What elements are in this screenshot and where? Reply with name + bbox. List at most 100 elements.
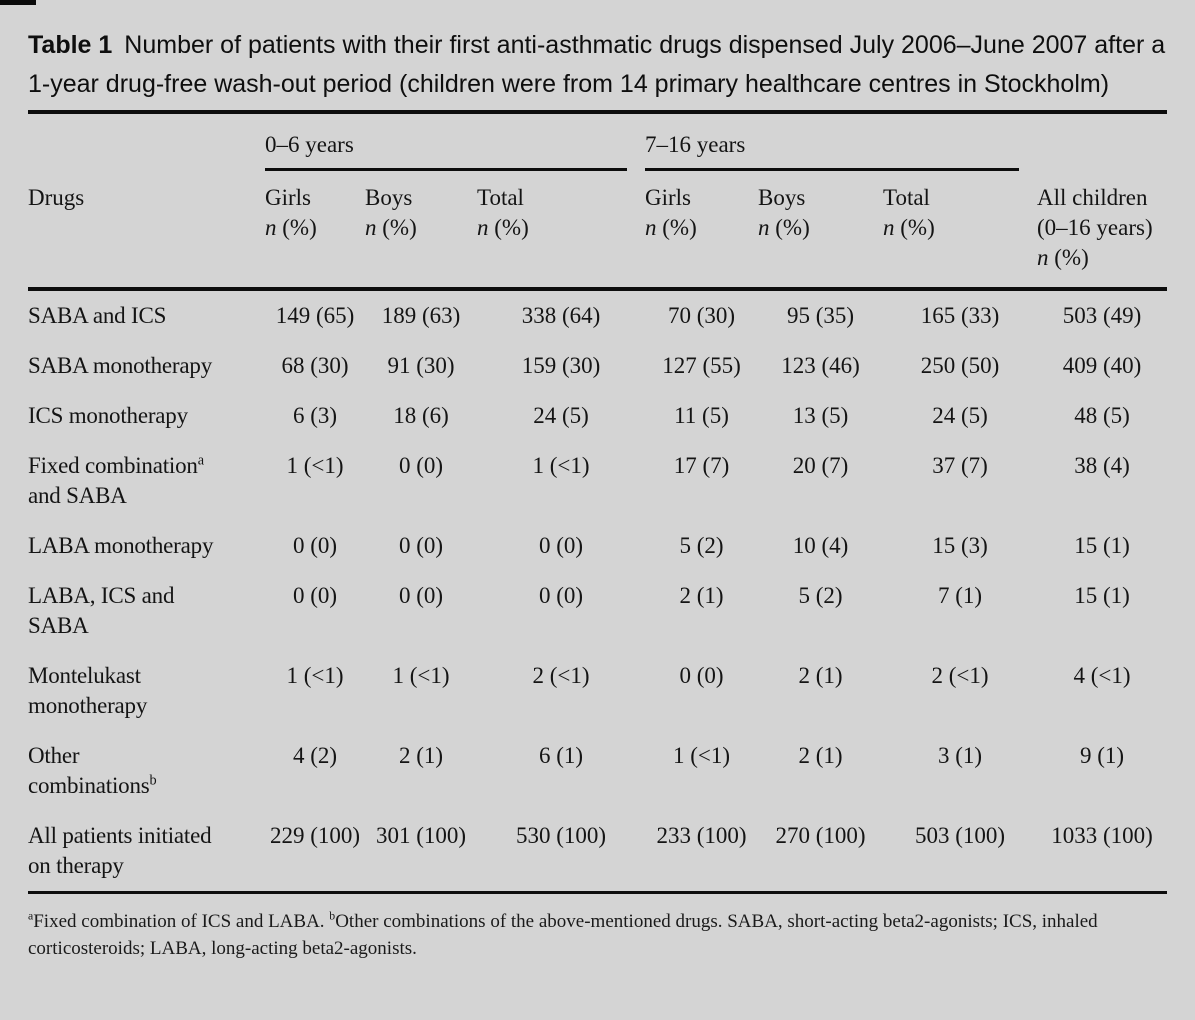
value-cell: 1 (<1) xyxy=(286,663,344,688)
value-cell: 15 (3) xyxy=(932,533,988,558)
column-header-girls-7-16: Girls n (%) xyxy=(645,171,758,289)
value-cell: 0 (0) xyxy=(679,663,724,688)
value-cell: 229 (100) xyxy=(269,823,361,848)
value-cell: 70 (30) xyxy=(667,303,736,328)
value-cell: 0 (0) xyxy=(292,533,338,558)
value-cell: 17 (7) xyxy=(673,453,730,478)
footnote-text-b: Other combinations of the above-mentione… xyxy=(28,911,1098,959)
value-cell: 0 (0) xyxy=(292,583,338,608)
value-cell: 5 (2) xyxy=(798,583,843,608)
footnote-marker-b: b xyxy=(329,909,336,923)
value-cell: 2 (1) xyxy=(798,663,843,688)
table-row: Montelukast monotherapy 1 (<1) 1 (<1) 2 (<1)… xyxy=(28,651,1167,731)
value-cell: 0 (0) xyxy=(398,583,444,608)
n-pct-label: n (%) xyxy=(1037,245,1089,270)
value-cell: 301 (100) xyxy=(375,823,467,848)
n-pct-label: n (%) xyxy=(758,215,810,240)
value-cell: 233 (100) xyxy=(656,823,747,848)
footnote-marker-b: b xyxy=(149,772,157,789)
footnote-text-a: Fixed combination of ICS and LABA. xyxy=(33,911,330,932)
table-caption: Table 1 Number of patients with their fir… xyxy=(28,26,1167,104)
value-cell: 123 (46) xyxy=(781,353,860,378)
table-row: LABA, ICS and SABA 0 (0) 0 (0) 0 (0) 2 (1) 5 (… xyxy=(28,571,1167,651)
table-row: Fixed combinationa and SABA 1 (<1) 0 (0) 1 (… xyxy=(28,441,1167,521)
value-cell: 1 (<1) xyxy=(532,453,590,478)
value-cell: 189 (63) xyxy=(381,303,461,328)
value-cell: 1 (<1) xyxy=(392,663,450,688)
column-header-boys-7-16: Boys n (%) xyxy=(758,171,883,289)
column-header-total-7-16: Total n (%) xyxy=(883,171,1037,289)
table-row: SABA and ICS 149 (65) 189 (63) 338 (64) 70 (… xyxy=(28,289,1167,341)
column-header-boys-0-6: Boys n (%) xyxy=(365,171,477,289)
column-header-label: Girls xyxy=(265,185,311,210)
footnote-marker-a: a xyxy=(28,909,34,923)
value-cell: 1033 (100) xyxy=(1051,823,1153,848)
value-cell: 15 (1) xyxy=(1074,533,1130,558)
value-cell: 0 (0) xyxy=(398,453,444,478)
value-cell: 2 (1) xyxy=(798,743,843,768)
col-group-7-16-years: 7–16 years xyxy=(645,112,1037,171)
scan-artifact xyxy=(0,0,36,5)
spanner-row: 0–6 years 7–16 years xyxy=(28,112,1167,171)
value-cell: 338 (64) xyxy=(521,303,601,328)
drug-name-cell: SABA monotherapy xyxy=(28,353,212,378)
value-cell: 3 (1) xyxy=(937,743,983,768)
value-cell: 20 (7) xyxy=(792,453,849,478)
n-pct-label: n (%) xyxy=(883,215,935,240)
value-cell: 38 (4) xyxy=(1074,453,1130,478)
table-row: All patients initiated on therapy 229 (100… xyxy=(28,811,1167,893)
patients-table: 0–6 years 7–16 years Drugs Girls n (%) B… xyxy=(28,110,1168,894)
value-cell: 270 (100) xyxy=(775,823,866,848)
table-caption-label: Table 1 xyxy=(28,31,113,59)
column-header-drugs: Drugs xyxy=(28,185,85,210)
table-row: LABA monotherapy 0 (0) 0 (0) 0 (0) 5 (2) 10 (… xyxy=(28,521,1167,571)
value-cell: 0 (0) xyxy=(538,533,584,558)
drug-name-cell: ICS monotherapy xyxy=(28,403,188,428)
col-group-7-16-label: 7–16 years xyxy=(645,130,1020,171)
value-cell: 7 (1) xyxy=(937,583,983,608)
value-cell: 1 (<1) xyxy=(672,743,731,768)
column-header-label: Total xyxy=(883,185,930,210)
column-header-label: Girls xyxy=(645,185,691,210)
value-cell: 409 (40) xyxy=(1062,353,1142,378)
table-row: Other combinationsb 4 (2) 2 (1) 6 (1) 1 (<1) 2… xyxy=(28,731,1167,811)
value-cell: 6 (3) xyxy=(292,403,338,428)
drug-name-cell: Fixed combinationa and SABA xyxy=(28,452,204,508)
value-cell: 10 (4) xyxy=(792,533,849,558)
value-cell: 18 (6) xyxy=(393,403,449,428)
value-cell: 6 (1) xyxy=(538,743,584,768)
table-caption-text: Number of patients with their first anti… xyxy=(28,31,1166,98)
value-cell: 9 (1) xyxy=(1079,743,1125,768)
drug-name-cell: Other combinationsb xyxy=(28,743,157,798)
value-cell: 159 (30) xyxy=(521,353,601,378)
spanner-empty-cell xyxy=(28,112,265,171)
value-cell: 0 (0) xyxy=(538,583,584,608)
column-header-girls-0-6: Girls n (%) xyxy=(265,171,365,289)
col-group-0-6-years: 0–6 years xyxy=(265,112,645,171)
value-cell: 1 (<1) xyxy=(286,453,344,478)
value-cell: 24 (5) xyxy=(932,403,988,428)
value-cell: 149 (65) xyxy=(275,303,355,328)
value-cell: 250 (50) xyxy=(920,353,1000,378)
table-header: 0–6 years 7–16 years Drugs Girls n (%) B… xyxy=(28,112,1168,289)
table-body: SABA and ICS 149 (65) 189 (63) 338 (64) 70 (… xyxy=(28,289,1168,893)
value-cell: 2 (1) xyxy=(398,743,444,768)
drug-name-cell: LABA, ICS and SABA xyxy=(28,583,175,638)
spanner-empty-cell-right xyxy=(1037,112,1167,171)
all-children-line1: All children xyxy=(1037,185,1148,210)
column-header-row: Drugs Girls n (%) Boys n (%) Total n (%)… xyxy=(28,171,1167,289)
column-header-total-0-6: Total n (%) xyxy=(477,171,645,289)
paper-page: Table 1 Number of patients with their fir… xyxy=(28,26,1168,959)
value-cell: 2 (<1) xyxy=(931,663,989,688)
value-cell: 5 (2) xyxy=(679,533,724,558)
all-children-line2: (0–16 years) xyxy=(1037,215,1153,240)
value-cell: 503 (100) xyxy=(914,823,1006,848)
value-cell: 15 (1) xyxy=(1074,583,1130,608)
value-cell: 37 (7) xyxy=(932,453,988,478)
table-row: ICS monotherapy 6 (3) 18 (6) 24 (5) 11 (5) 13… xyxy=(28,391,1167,441)
value-cell: 4 (2) xyxy=(292,743,338,768)
col-group-0-6-label: 0–6 years xyxy=(265,130,627,171)
value-cell: 48 (5) xyxy=(1074,403,1130,428)
value-cell: 24 (5) xyxy=(533,403,589,428)
column-header-all-children: All children (0–16 years) n (%) xyxy=(1037,171,1167,289)
